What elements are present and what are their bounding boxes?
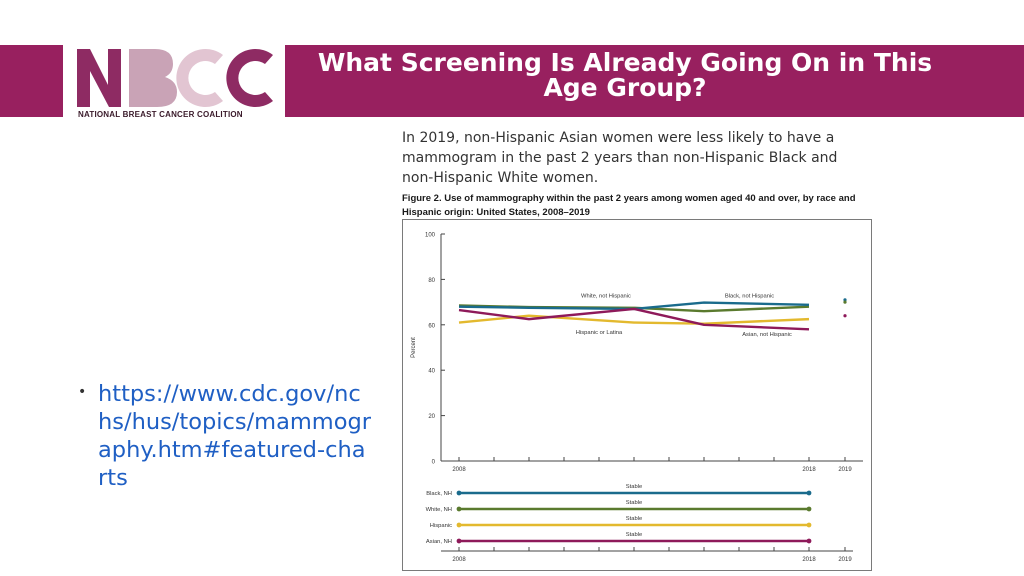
y-tick-label: 20 — [428, 414, 435, 420]
y-tick-label: 100 — [425, 233, 436, 239]
trend-end-point-2 — [806, 522, 812, 528]
trend-end-point-0 — [806, 490, 812, 496]
figure-intro: In 2019, non-Hispanic Asian women were l… — [402, 130, 838, 186]
y-tick-label: 80 — [428, 278, 435, 284]
series-label-0: White, not Hispanic — [581, 294, 631, 300]
trend-row-label-2: Hispanic — [430, 523, 452, 529]
nbcc-logo: NATIONAL BREAST CANCER COALITION — [63, 45, 285, 120]
series-label-3: Asian, not Hispanic — [742, 332, 792, 338]
point-2019-1 — [843, 300, 847, 304]
point-2019-2 — [843, 314, 847, 318]
series-label-1: Black, not Hispanic — [725, 294, 774, 300]
trend-row-label-0: Black, NH — [426, 491, 452, 497]
chart-frame: 0 20 40 60 80 100 Percent 2008 2018 2019 White, no… — [402, 219, 872, 571]
cdc-link[interactable]: https://www.cdc.gov/nchs/hus/topics/mamm… — [98, 381, 372, 491]
y-tick-label: 60 — [428, 323, 435, 329]
logo-subtitle: NATIONAL BREAST CANCER COALITION — [78, 110, 243, 119]
trend-start-point-2 — [456, 522, 462, 528]
trend-label-2: Stable — [626, 516, 642, 522]
x-tick-label: 2008 — [452, 467, 466, 473]
x-tick-label: 2019 — [838, 467, 852, 473]
figure-caption: Figure 2. Use of mammography within the … — [402, 193, 856, 218]
series-line-3 — [458, 307, 810, 331]
trend-row-label-1: White, NH — [426, 507, 452, 513]
trend-label-3: Stable — [626, 532, 642, 538]
trend-x-tick-label: 2019 — [838, 557, 852, 563]
trend-x-tick-label: 2018 — [802, 557, 816, 563]
point-2019-0 — [843, 298, 847, 302]
y-tick-label: 40 — [428, 369, 435, 375]
slide-title: What Screening Is Already Going On in Th… — [317, 48, 933, 102]
trend-x-tick-label: 2008 — [452, 557, 466, 563]
series-label-2: Hispanic or Latina — [576, 330, 623, 336]
trend-label-0: Stable — [626, 484, 642, 490]
y-axis-label: Percent — [411, 337, 417, 358]
trend-end-point-1 — [806, 506, 812, 512]
y-tick-label: 0 — [432, 460, 436, 466]
x-tick-label: 2018 — [802, 467, 816, 473]
trend-start-point-3 — [456, 538, 462, 544]
mammography-chart: 0 20 40 60 80 100 Percent 2008 2018 2019 White, no… — [411, 233, 863, 563]
bullet-marker: • — [78, 384, 87, 400]
trend-row-label-3: Asian, NH — [426, 539, 452, 545]
trend-start-point-1 — [456, 506, 462, 512]
series-line-2 — [458, 314, 810, 325]
nbcc-logo-mark — [77, 49, 273, 107]
trend-end-point-3 — [806, 538, 812, 544]
trend-start-point-0 — [456, 490, 462, 496]
trend-label-1: Stable — [626, 500, 642, 506]
